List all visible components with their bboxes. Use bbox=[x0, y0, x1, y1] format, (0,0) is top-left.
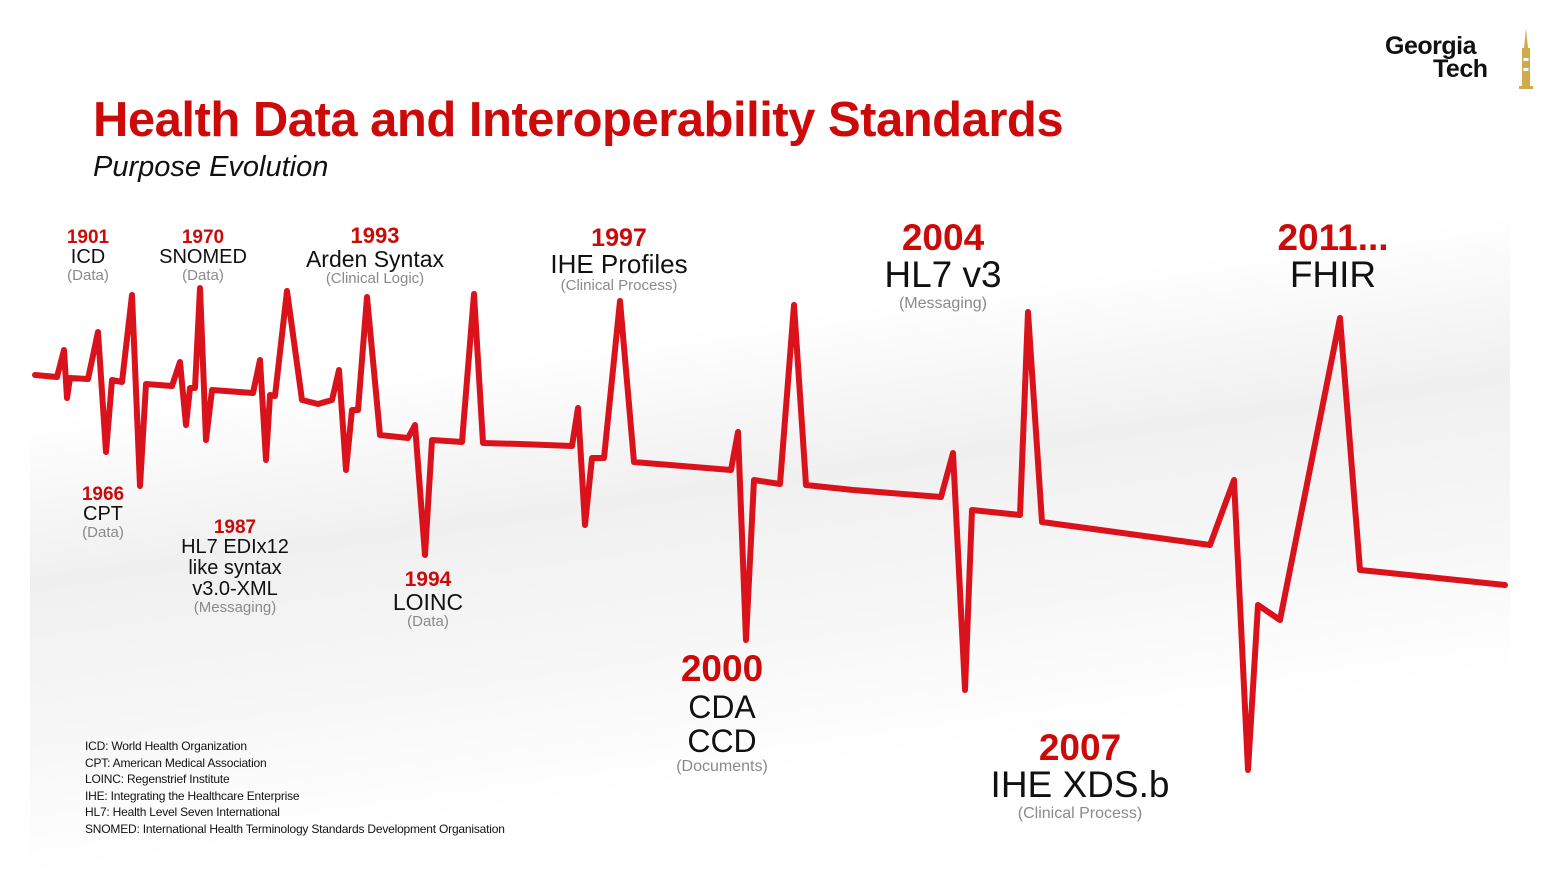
event-name-line: HL7 EDIx12 bbox=[181, 536, 289, 558]
event-type: (Data) bbox=[407, 613, 449, 631]
event-1994: 1994 LOINC (Data) bbox=[393, 569, 463, 631]
event-name-line: v3.0-XML bbox=[192, 578, 278, 600]
event-1993: 1993 Arden Syntax (Clinical Logic) bbox=[306, 225, 444, 288]
event-type: (Data) bbox=[182, 267, 224, 284]
event-name-line: like syntax bbox=[188, 557, 282, 579]
acronym-legend: ICD: World Health Organization CPT: Amer… bbox=[85, 738, 505, 838]
legend-item: IHE: Integrating the Healthcare Enterpri… bbox=[85, 788, 300, 803]
logo-line-2: Tech bbox=[1433, 55, 1488, 83]
logo-line-1: Georgia bbox=[1385, 32, 1476, 60]
event-name: Arden Syntax bbox=[305, 246, 445, 272]
event-type: (Data) bbox=[82, 524, 124, 541]
event-1970: 1970 SNOMED (Data) bbox=[159, 228, 247, 285]
event-name: HL7 v3 bbox=[884, 254, 1002, 295]
page-title: Health Data and Interoperability Standar… bbox=[93, 93, 1064, 147]
event-name-line: CDA bbox=[688, 689, 756, 725]
event-year: 1901 bbox=[66, 227, 110, 248]
event-name: CPT bbox=[83, 503, 123, 525]
event-year: 2004 bbox=[901, 217, 985, 258]
event-name: FHIR bbox=[1289, 254, 1377, 295]
event-year: 2000 bbox=[680, 648, 764, 689]
legend-item: ICD: World Health Organization bbox=[85, 739, 247, 753]
event-year: 1987 bbox=[213, 517, 257, 538]
event-2007: 2007 IHE XDS.b (Clinical Process) bbox=[991, 729, 1170, 822]
event-name: ICD bbox=[70, 246, 106, 268]
event-year: 1997 bbox=[591, 224, 647, 252]
legend-item: SNOMED: International Health Terminology… bbox=[85, 821, 505, 836]
event-type: (Documents) bbox=[676, 758, 768, 776]
event-type: (Data) bbox=[67, 267, 109, 284]
event-name-line: CCD bbox=[687, 722, 757, 759]
event-name: LOINC bbox=[392, 589, 464, 615]
event-type: (Messaging) bbox=[898, 294, 988, 312]
legend-item: LOINC: Regenstrief Institute bbox=[85, 772, 230, 787]
legend-item: CPT: American Medical Association bbox=[85, 755, 267, 770]
georgia-tech-logo: Georgia Tech bbox=[1380, 28, 1540, 90]
page-subtitle: Purpose Evolution bbox=[93, 151, 329, 183]
event-year: 1993 bbox=[350, 223, 400, 248]
event-year: 2011... bbox=[1277, 217, 1389, 258]
event-2011: 2011... FHIR bbox=[1277, 219, 1388, 295]
event-1966: 1966 CPT (Data) bbox=[82, 485, 124, 542]
event-1987: 1987 HL7 EDIx12 like syntax v3.0-XML (Me… bbox=[181, 518, 289, 617]
tower-icon bbox=[1519, 28, 1533, 89]
event-year: 1970 bbox=[181, 227, 225, 248]
event-2000: 2000 CDA CCD (Documents) bbox=[676, 650, 768, 776]
event-type: (Clinical Process) bbox=[1017, 804, 1143, 822]
event-name: IHE Profiles bbox=[550, 249, 688, 279]
event-1997: 1997 IHE Profiles (Clinical Process) bbox=[550, 226, 687, 295]
event-year: 1966 bbox=[81, 484, 125, 505]
event-type: (Messaging) bbox=[193, 599, 277, 616]
event-2004: 2004 HL7 v3 (Messaging) bbox=[884, 219, 1001, 312]
event-year: 2007 bbox=[1038, 727, 1122, 768]
event-1901: 1901 ICD (Data) bbox=[67, 228, 109, 285]
legend-item: HL7: Health Level Seven International bbox=[85, 805, 280, 820]
event-name: IHE XDS.b bbox=[990, 764, 1170, 805]
event-name: SNOMED bbox=[159, 246, 247, 268]
event-year: 1994 bbox=[404, 568, 452, 591]
event-type: (Clinical Logic) bbox=[325, 270, 425, 288]
event-type: (Clinical Process) bbox=[560, 277, 678, 295]
